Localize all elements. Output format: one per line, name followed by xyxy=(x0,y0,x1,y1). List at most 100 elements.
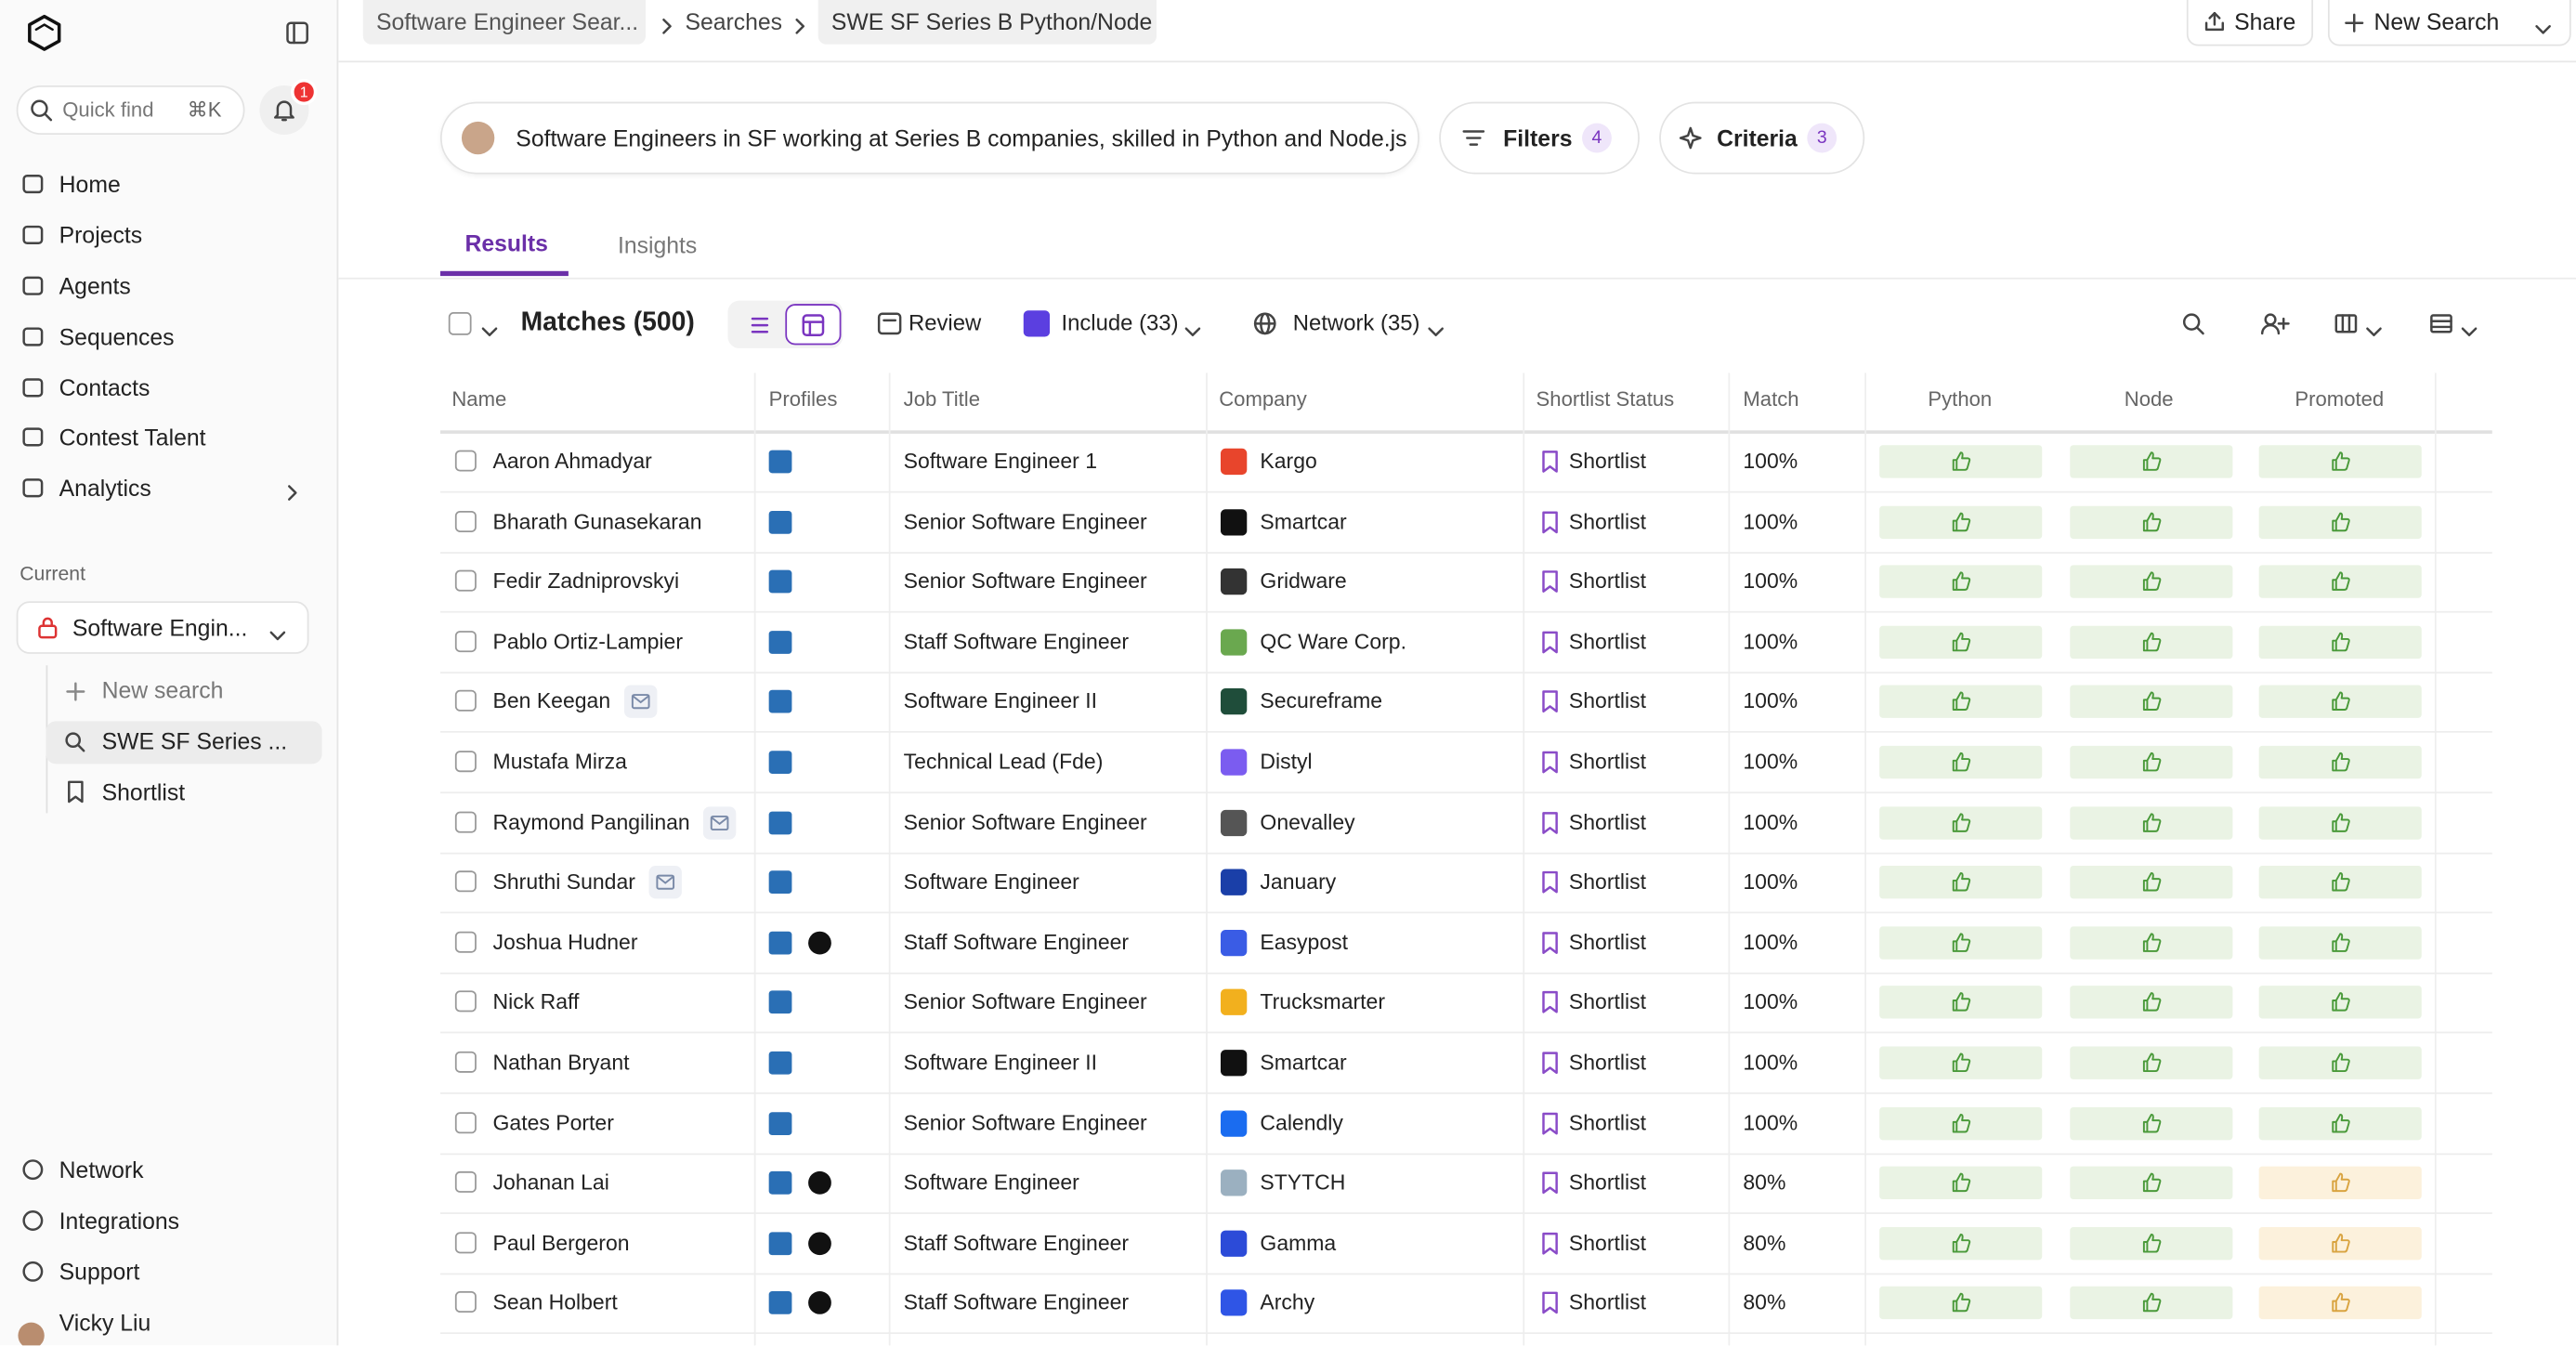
shortlist-status[interactable]: Shortlist xyxy=(1568,1230,1646,1255)
linkedin-icon[interactable] xyxy=(768,510,792,534)
column-header[interactable]: Company xyxy=(1219,387,1307,412)
quick-find[interactable] xyxy=(16,85,245,136)
shortlist-status[interactable]: Shortlist xyxy=(1568,1109,1646,1135)
candidate-name[interactable]: Raymond Pangilinan xyxy=(492,809,690,834)
shortlist-status[interactable]: Shortlist xyxy=(1568,869,1646,895)
email-icon[interactable] xyxy=(623,686,657,719)
tree-item[interactable]: New search xyxy=(101,676,224,703)
review-button[interactable]: Review xyxy=(908,310,982,335)
nav-item[interactable]: Projects xyxy=(59,221,143,249)
candidate-name[interactable]: Gates Porter xyxy=(492,1109,614,1135)
tab-results[interactable]: Results xyxy=(464,229,548,256)
row-checkbox[interactable] xyxy=(454,690,477,712)
shortlist-status[interactable]: Shortlist xyxy=(1568,1170,1646,1196)
shortlist-status[interactable]: Shortlist xyxy=(1568,628,1646,654)
row-checkbox[interactable] xyxy=(454,870,477,893)
github-icon[interactable] xyxy=(808,931,831,955)
nav-item[interactable]: Agents xyxy=(59,272,131,299)
nav-item[interactable]: Support xyxy=(59,1258,140,1285)
candidate-name[interactable]: Paul Bergeron xyxy=(492,1230,630,1255)
shortlist-status[interactable]: Shortlist xyxy=(1568,809,1646,834)
nav-item[interactable]: Network xyxy=(59,1157,144,1183)
github-icon[interactable] xyxy=(808,1291,831,1315)
nav-item[interactable]: Contacts xyxy=(59,374,150,401)
column-header[interactable]: Profiles xyxy=(768,387,838,412)
shortlist-status[interactable]: Shortlist xyxy=(1568,508,1646,534)
project-select[interactable] xyxy=(16,601,309,654)
candidate-name[interactable]: Sean Holbert xyxy=(492,1289,618,1315)
linkedin-icon[interactable] xyxy=(768,1232,792,1255)
github-icon[interactable] xyxy=(808,1232,831,1255)
column-header[interactable]: Node xyxy=(2124,387,2174,412)
network-button[interactable]: Network (35) xyxy=(1292,310,1420,335)
candidate-name[interactable]: Ben Keegan xyxy=(492,688,611,714)
row-checkbox[interactable] xyxy=(454,630,477,652)
shortlist-status[interactable]: Shortlist xyxy=(1568,568,1646,594)
include-button[interactable]: Include (33) xyxy=(1061,310,1179,335)
candidate-name[interactable]: Nathan Bryant xyxy=(492,1050,630,1075)
tree-item[interactable]: Shortlist xyxy=(101,778,186,805)
candidate-name[interactable]: Aaron Ahmadyar xyxy=(492,448,652,474)
candidate-name[interactable]: Fedir Zadniprovskyi xyxy=(492,568,680,594)
view-active[interactable] xyxy=(785,304,842,346)
column-header[interactable]: Name xyxy=(451,387,507,412)
candidate-name[interactable]: Mustafa Mirza xyxy=(492,749,627,774)
linkedin-icon[interactable] xyxy=(768,991,792,1014)
candidate-name[interactable]: Nick Raff xyxy=(492,989,580,1014)
linkedin-icon[interactable] xyxy=(768,1171,792,1196)
linkedin-icon[interactable] xyxy=(768,630,792,654)
shortlist-status[interactable]: Shortlist xyxy=(1568,989,1646,1014)
breadcrumb[interactable]: Software Engineer Sear... xyxy=(375,7,639,35)
linkedin-icon[interactable] xyxy=(768,810,792,834)
shortlist-status[interactable]: Shortlist xyxy=(1568,929,1646,955)
criteria-pill[interactable] xyxy=(1659,101,1865,175)
nav-item[interactable]: Contest Talent xyxy=(59,424,206,451)
row-checkbox[interactable] xyxy=(454,450,477,472)
candidate-name[interactable]: Joshua Hudner xyxy=(492,929,638,955)
candidate-name[interactable]: Johanan Lai xyxy=(492,1170,609,1196)
row-checkbox[interactable] xyxy=(454,751,477,773)
email-icon[interactable] xyxy=(648,866,682,899)
select-all[interactable] xyxy=(448,312,472,335)
column-header[interactable]: Python xyxy=(1928,387,1993,412)
row-checkbox[interactable] xyxy=(454,810,477,832)
nav-item[interactable]: Analytics xyxy=(59,475,151,502)
column-header[interactable]: Shortlist Status xyxy=(1536,387,1675,412)
linkedin-icon[interactable] xyxy=(768,1051,792,1075)
email-icon[interactable] xyxy=(702,805,737,839)
row-checkbox[interactable] xyxy=(454,1291,477,1313)
row-checkbox[interactable] xyxy=(454,569,477,592)
row-checkbox[interactable] xyxy=(454,991,477,1013)
linkedin-icon[interactable] xyxy=(768,870,792,895)
tree-item[interactable]: SWE SF Series ... xyxy=(101,727,288,754)
nav-item[interactable]: Sequences xyxy=(59,323,175,350)
row-checkbox[interactable] xyxy=(454,1232,477,1253)
new-search-button[interactable] xyxy=(2327,0,2571,46)
shortlist-status[interactable]: Shortlist xyxy=(1568,749,1646,774)
linkedin-icon[interactable] xyxy=(768,1111,792,1135)
shortlist-status[interactable]: Shortlist xyxy=(1568,448,1646,474)
row-checkbox[interactable] xyxy=(454,931,477,953)
row-checkbox[interactable] xyxy=(454,510,477,532)
row-checkbox[interactable] xyxy=(454,1051,477,1073)
linkedin-icon[interactable] xyxy=(768,751,792,774)
linkedin-icon[interactable] xyxy=(768,1291,792,1315)
column-header[interactable]: Match xyxy=(1743,387,1799,412)
linkedin-icon[interactable] xyxy=(768,690,792,714)
row-checkbox[interactable] xyxy=(454,1111,477,1133)
linkedin-icon[interactable] xyxy=(768,569,792,594)
shortlist-status[interactable]: Shortlist xyxy=(1568,1050,1646,1075)
candidate-name[interactable]: Pablo Ortiz-Lampier xyxy=(492,628,684,654)
candidate-name[interactable]: Shruthi Sundar xyxy=(492,869,635,895)
linkedin-icon[interactable] xyxy=(768,450,792,474)
column-header[interactable]: Promoted xyxy=(2295,387,2385,412)
tab-insights[interactable]: Insights xyxy=(617,231,698,258)
column-header[interactable]: Job Title xyxy=(903,387,981,412)
shortlist-status[interactable]: Shortlist xyxy=(1568,688,1646,714)
shortlist-status[interactable]: Shortlist xyxy=(1568,1289,1646,1315)
breadcrumb[interactable]: SWE SF Series B Python/Node xyxy=(830,7,1153,35)
nav-item[interactable]: Integrations xyxy=(59,1207,180,1235)
filters-pill[interactable] xyxy=(1439,101,1640,175)
query-pill[interactable] xyxy=(439,101,1419,175)
nav-item[interactable]: Home xyxy=(59,170,121,198)
